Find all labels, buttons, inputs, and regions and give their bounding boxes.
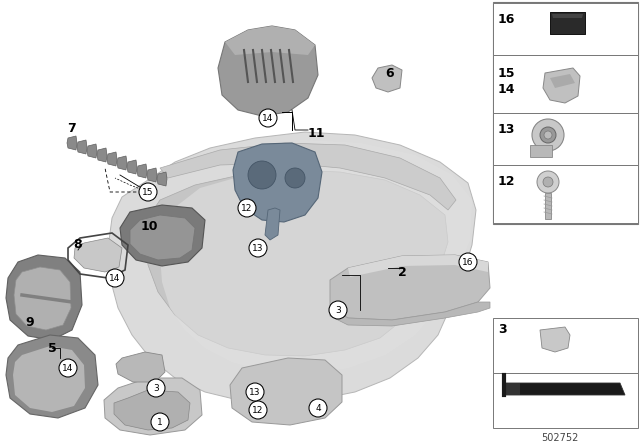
- Polygon shape: [108, 132, 476, 403]
- Circle shape: [238, 199, 256, 217]
- Circle shape: [329, 301, 347, 319]
- Bar: [493, 373, 638, 428]
- Polygon shape: [504, 383, 625, 395]
- Text: 13: 13: [249, 388, 260, 396]
- Polygon shape: [6, 255, 82, 340]
- Text: 12: 12: [498, 175, 515, 188]
- Polygon shape: [117, 156, 127, 170]
- Text: 7: 7: [68, 121, 76, 134]
- Polygon shape: [114, 390, 190, 430]
- Text: 14: 14: [262, 113, 274, 122]
- Polygon shape: [348, 255, 488, 277]
- Polygon shape: [552, 14, 583, 18]
- Polygon shape: [87, 144, 97, 158]
- Circle shape: [248, 161, 276, 189]
- Circle shape: [537, 171, 559, 193]
- Polygon shape: [147, 168, 157, 182]
- Circle shape: [540, 127, 556, 143]
- Polygon shape: [230, 358, 342, 425]
- Polygon shape: [330, 302, 490, 326]
- Circle shape: [309, 399, 327, 417]
- Circle shape: [59, 359, 77, 377]
- Polygon shape: [504, 383, 520, 395]
- Text: 10: 10: [141, 220, 158, 233]
- Bar: [493, 2, 638, 224]
- Text: 13: 13: [252, 244, 264, 253]
- Circle shape: [459, 253, 477, 271]
- Text: 16: 16: [462, 258, 474, 267]
- Polygon shape: [67, 136, 77, 150]
- Bar: [545, 193, 551, 219]
- Text: 14: 14: [62, 363, 74, 372]
- Bar: [493, 55, 638, 113]
- Text: 2: 2: [397, 266, 406, 279]
- Text: 12: 12: [241, 203, 253, 212]
- Polygon shape: [146, 170, 448, 356]
- Polygon shape: [77, 140, 87, 154]
- Circle shape: [246, 383, 264, 401]
- Polygon shape: [97, 148, 107, 162]
- Polygon shape: [530, 145, 552, 157]
- Polygon shape: [330, 255, 490, 320]
- Polygon shape: [6, 335, 98, 418]
- Circle shape: [544, 131, 552, 139]
- Text: 14: 14: [498, 83, 515, 96]
- Polygon shape: [550, 74, 575, 88]
- Bar: [550, 12, 585, 34]
- Circle shape: [249, 401, 267, 419]
- Text: 12: 12: [252, 405, 264, 414]
- Polygon shape: [120, 205, 205, 266]
- Text: 5: 5: [47, 341, 56, 354]
- Text: 8: 8: [74, 237, 82, 250]
- Text: 14: 14: [109, 273, 121, 283]
- Text: 6: 6: [386, 66, 394, 79]
- Text: 3: 3: [498, 323, 507, 336]
- Bar: [493, 3, 638, 55]
- Polygon shape: [13, 346, 85, 412]
- Polygon shape: [107, 152, 117, 166]
- Circle shape: [259, 109, 277, 127]
- Polygon shape: [372, 65, 402, 92]
- Text: 1: 1: [157, 418, 163, 426]
- Polygon shape: [265, 208, 280, 240]
- Circle shape: [147, 379, 165, 397]
- Polygon shape: [127, 160, 137, 174]
- Polygon shape: [225, 26, 315, 55]
- Polygon shape: [160, 143, 456, 210]
- Text: 502752: 502752: [541, 433, 579, 443]
- Bar: [493, 318, 638, 373]
- Polygon shape: [540, 327, 570, 352]
- Polygon shape: [14, 267, 71, 330]
- Circle shape: [151, 413, 169, 431]
- Text: 9: 9: [26, 315, 35, 328]
- Circle shape: [106, 269, 124, 287]
- Polygon shape: [104, 378, 202, 435]
- Polygon shape: [543, 68, 580, 103]
- Polygon shape: [160, 140, 472, 374]
- Text: 3: 3: [335, 306, 341, 314]
- Text: 15: 15: [142, 188, 154, 197]
- Text: 11: 11: [308, 126, 326, 139]
- Circle shape: [543, 177, 553, 187]
- Polygon shape: [157, 172, 167, 186]
- Polygon shape: [130, 215, 195, 260]
- Polygon shape: [233, 143, 322, 222]
- Text: 3: 3: [153, 383, 159, 392]
- Circle shape: [249, 239, 267, 257]
- Polygon shape: [137, 164, 147, 178]
- Text: 15: 15: [498, 67, 515, 80]
- Circle shape: [285, 168, 305, 188]
- Text: 13: 13: [498, 123, 515, 136]
- Circle shape: [532, 119, 564, 151]
- Polygon shape: [218, 26, 318, 116]
- Text: 16: 16: [498, 13, 515, 26]
- Circle shape: [139, 183, 157, 201]
- Polygon shape: [116, 352, 165, 382]
- Text: 4: 4: [315, 404, 321, 413]
- Bar: [493, 165, 638, 223]
- Bar: [493, 113, 638, 165]
- Polygon shape: [74, 238, 122, 272]
